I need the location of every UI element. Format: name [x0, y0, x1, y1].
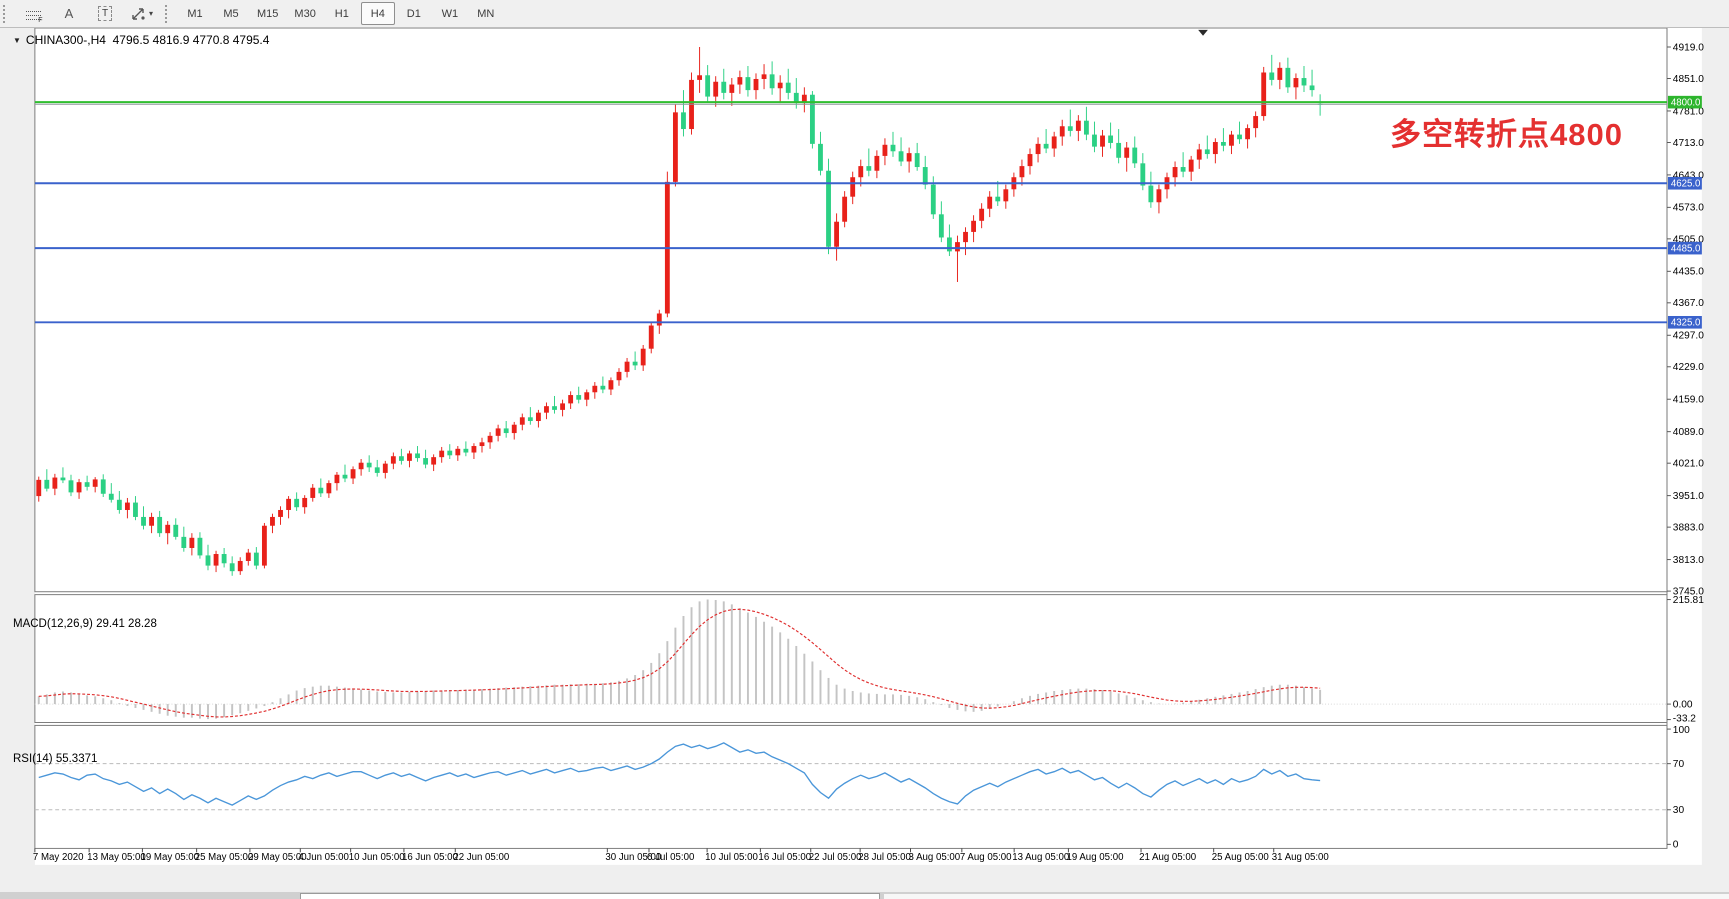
svg-text:25 Aug 05:00: 25 Aug 05:00 — [1212, 852, 1269, 863]
grid-icon: F — [25, 8, 43, 24]
price-axis-ticks: 4919.0 4851.0 4781.0 4713.0 4643.0 4573.0 4505… — [1666, 42, 1704, 597]
rsi-indicator-label: RSI(14) 55.3371 — [13, 753, 98, 765]
svg-text:4573.0: 4573.0 — [1673, 203, 1704, 214]
tab-timeframe-M15[interactable]: M15 — [257, 7, 279, 20]
rsi-line — [38, 742, 1321, 806]
candles-layer — [36, 47, 1323, 576]
svg-text:4919.0: 4919.0 — [1673, 42, 1704, 53]
tab-timeframe-M1[interactable]: M1 — [187, 7, 203, 20]
text-label-button[interactable]: T — [88, 2, 122, 25]
arrow-tools-button[interactable]: ▾ — [124, 2, 160, 25]
svg-text:4021.0: 4021.0 — [1673, 459, 1704, 470]
svg-text:4851.0: 4851.0 — [1673, 74, 1704, 85]
ohlc-readout: 4796.5 4816.9 4770.8 4795.4 — [112, 33, 270, 47]
svg-text:10 Jul 05:00: 10 Jul 05:00 — [705, 852, 758, 863]
svg-text:25 May 05:00: 25 May 05:00 — [195, 852, 254, 863]
svg-text:4159.0: 4159.0 — [1673, 395, 1704, 406]
svg-text:0: 0 — [1673, 839, 1679, 850]
svg-text:0.00: 0.00 — [1673, 699, 1693, 710]
svg-text:215.81: 215.81 — [1673, 595, 1704, 606]
svg-text:4435.0: 4435.0 — [1673, 267, 1704, 278]
rsi-axis-ticks: 100 70 30 0 — [1666, 725, 1690, 850]
svg-text:4800.0: 4800.0 — [1671, 98, 1701, 109]
svg-text:4 Jun 05:00: 4 Jun 05:00 — [298, 852, 349, 863]
svg-text:4297.0: 4297.0 — [1673, 331, 1704, 342]
svg-text:4089.0: 4089.0 — [1673, 427, 1704, 438]
svg-text:4367.0: 4367.0 — [1673, 298, 1704, 309]
svg-text:19 May 05:00: 19 May 05:00 — [140, 852, 199, 863]
svg-text:3813.0: 3813.0 — [1673, 555, 1704, 566]
svg-text:6 Jul 05:00: 6 Jul 05:00 — [647, 852, 694, 863]
svg-text:13 Aug 05:00: 13 Aug 05:00 — [1012, 852, 1069, 863]
svg-text:22 Jul 05:00: 22 Jul 05:00 — [809, 852, 862, 863]
svg-text:7 Aug 05:00: 7 Aug 05:00 — [960, 852, 1012, 863]
axis-badge-4625.0: 4625.0 — [1667, 176, 1702, 190]
toolbar: F A T ▾ M1 M5 M15 M30 H1 H4 D1 W1 MN — [0, 0, 1729, 28]
svg-text:4713.0: 4713.0 — [1673, 138, 1704, 149]
svg-text:21 Aug 05:00: 21 Aug 05:00 — [1139, 852, 1196, 863]
timeframe-group: M1 M5 M15 M30 H1 H4 D1 W1 MN — [178, 2, 503, 25]
axis-badge-4485.0: 4485.0 — [1667, 241, 1702, 255]
docked-panel-tab[interactable] — [300, 893, 880, 899]
svg-text:31 Aug 05:00: 31 Aug 05:00 — [1272, 852, 1329, 863]
svg-text:30: 30 — [1673, 805, 1685, 816]
annotation-text[interactable]: 多空转折点4800 — [1390, 117, 1623, 152]
macd-indicator-label: MACD(12,26,9) 29.41 28.28 — [13, 618, 157, 630]
svg-text:10 Jun 05:00: 10 Jun 05:00 — [349, 852, 405, 863]
svg-text:28 Jul 05:00: 28 Jul 05:00 — [858, 852, 911, 863]
letter-a-icon: A — [64, 6, 74, 21]
period-grid-button[interactable]: F — [16, 2, 50, 25]
chart-canvas[interactable]: 4919.0 4851.0 4781.0 4713.0 4643.0 4573.0 4505… — [0, 28, 1729, 892]
symbol-caret-icon[interactable]: ▼ — [13, 36, 21, 45]
tab-timeframe-MN[interactable]: MN — [477, 7, 495, 20]
svg-text:4485.0: 4485.0 — [1671, 244, 1701, 255]
svg-text:4505.0: 4505.0 — [1673, 234, 1704, 245]
symbol-title: CHINA300-,H4 — [25, 33, 106, 47]
text-tool-icon: T — [97, 6, 113, 21]
toolbar-grip[interactable] — [3, 4, 11, 23]
svg-text:100: 100 — [1673, 725, 1690, 736]
svg-text:4229.0: 4229.0 — [1673, 362, 1704, 373]
chevron-down-icon: ▾ — [149, 9, 154, 18]
svg-text:16 Jun 05:00: 16 Jun 05:00 — [402, 852, 458, 863]
tab-timeframe-H1[interactable]: H1 — [334, 7, 349, 20]
macd-axis-ticks: 215.81 0.00 -33.2 — [1666, 595, 1704, 725]
docked-panel-strip — [0, 892, 1729, 899]
svg-text:70: 70 — [1673, 759, 1685, 770]
chart-shift-marker[interactable] — [1198, 29, 1208, 36]
svg-text:19 Aug 05:00: 19 Aug 05:00 — [1066, 852, 1123, 863]
axis-badge-4800.0: 4800.0 — [1667, 95, 1702, 109]
timeframe-grip[interactable] — [165, 4, 173, 23]
tab-timeframe-H4[interactable]: H4 — [360, 2, 395, 25]
svg-text:3951.0: 3951.0 — [1673, 491, 1704, 502]
svg-text:13 May 05:00: 13 May 05:00 — [87, 852, 146, 863]
svg-text:29 May 05:00: 29 May 05:00 — [248, 852, 307, 863]
chart-header: ▼ CHINA300-,H4 4796.5 4816.9 4770.8 4795.… — [13, 33, 269, 47]
svg-text:3 Aug 05:00: 3 Aug 05:00 — [909, 852, 961, 863]
axis-badge-4325.0: 4325.0 — [1667, 315, 1702, 329]
svg-text:7 May 2020: 7 May 2020 — [33, 852, 84, 863]
svg-text:22 Jun 05:00: 22 Jun 05:00 — [453, 852, 509, 863]
svg-text:4325.0: 4325.0 — [1671, 318, 1701, 329]
svg-text:4643.0: 4643.0 — [1673, 170, 1704, 181]
svg-text:16 Jul 05:00: 16 Jul 05:00 — [758, 852, 811, 863]
tab-timeframe-M30[interactable]: M30 — [294, 7, 316, 20]
svg-text:4625.0: 4625.0 — [1671, 179, 1701, 190]
svg-text:30 Jun 05:00: 30 Jun 05:00 — [605, 852, 661, 863]
tab-timeframe-M5[interactable]: M5 — [223, 7, 239, 20]
docked-panel-area — [884, 894, 1729, 899]
tab-timeframe-D1[interactable]: D1 — [406, 7, 421, 20]
svg-text:3745.0: 3745.0 — [1673, 586, 1704, 597]
tab-timeframe-W1[interactable]: W1 — [441, 7, 459, 20]
arrow-text-a-button[interactable]: A — [52, 2, 86, 25]
svg-text:4781.0: 4781.0 — [1673, 106, 1704, 117]
svg-text:-33.2: -33.2 — [1673, 714, 1697, 725]
arrow-tools-icon — [132, 7, 145, 20]
svg-text:3883.0: 3883.0 — [1673, 523, 1704, 534]
